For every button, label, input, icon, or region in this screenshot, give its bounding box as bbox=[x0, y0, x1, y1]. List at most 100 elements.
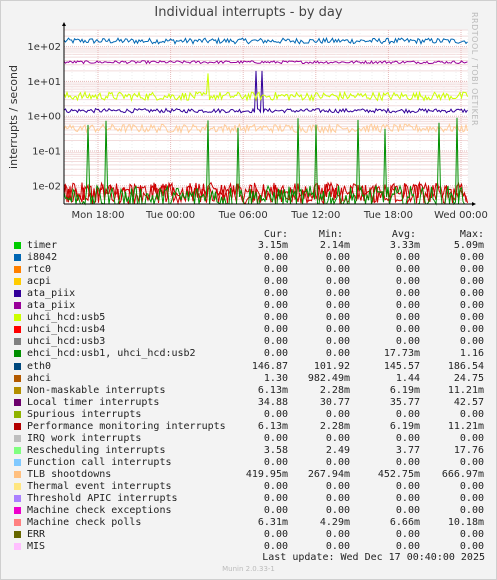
legend-value-min: 0.00 bbox=[325, 348, 350, 360]
legend-value-max: 0.00 bbox=[459, 493, 484, 505]
series-line-7 bbox=[63, 117, 468, 206]
legend-value-avg: 3.33m bbox=[389, 240, 420, 251]
legend-swatch bbox=[14, 495, 21, 503]
legend-value-min: 0.00 bbox=[325, 324, 350, 336]
legend-value-min: 4.29m bbox=[319, 517, 350, 529]
legend-value-max: 0.00 bbox=[459, 300, 484, 312]
legend-value-min: 2.14m bbox=[319, 240, 350, 251]
legend-swatch bbox=[14, 446, 21, 454]
legend-name: Function call interrupts bbox=[27, 456, 172, 468]
legend-name: MIS bbox=[27, 541, 46, 553]
legend-name: acpi bbox=[27, 276, 52, 288]
legend-value-max: 10.18m bbox=[447, 517, 484, 529]
legend-value-avg: 0.00 bbox=[395, 505, 420, 517]
legend-row: eth0 146.87 101.92 145.57 186.54 bbox=[0, 361, 497, 373]
legend-value-max: 0.00 bbox=[459, 529, 484, 541]
legend-row: Machine check polls 6.31m 4.29m 6.66m 10.18m bbox=[0, 517, 497, 529]
legend-name: uhci_hcd:usb5 bbox=[27, 312, 106, 324]
column-header-min: Min: bbox=[318, 229, 343, 240]
legend-value-min: 0.00 bbox=[325, 300, 350, 312]
legend-name: IRQ work interrupts bbox=[27, 432, 142, 444]
legend-name: timer bbox=[27, 240, 58, 251]
legend-value-avg: 0.00 bbox=[395, 288, 420, 300]
legend-value-cur: 146.87 bbox=[251, 360, 288, 372]
legend-swatch bbox=[14, 326, 21, 334]
legend-value-avg: 0.00 bbox=[395, 312, 420, 324]
legend-value-cur: 0.00 bbox=[263, 456, 288, 468]
legend-value-max: 0.00 bbox=[459, 264, 484, 276]
legend-value-avg: 0.00 bbox=[395, 529, 420, 541]
legend-name: TLB shootdowns bbox=[27, 468, 112, 480]
legend-value-min: 982.49m bbox=[307, 372, 350, 384]
legend-swatch bbox=[14, 266, 21, 274]
legend-value-avg: 452.75m bbox=[377, 468, 420, 480]
legend-value-cur: 0.00 bbox=[263, 300, 288, 312]
legend-name: Thermal event interrupts bbox=[27, 481, 172, 492]
legend-value-min: 0.00 bbox=[325, 456, 350, 468]
legend-name: ERR bbox=[27, 529, 46, 541]
legend-value-avg: 0.00 bbox=[395, 456, 420, 468]
rrdtool-credit: RRDTOOL / TOBI OETIKER bbox=[470, 12, 479, 127]
legend-value-avg: 35.77 bbox=[389, 396, 420, 408]
legend-swatch bbox=[14, 314, 21, 322]
legend-value-min: 0.00 bbox=[325, 276, 350, 288]
legend-row: ata_piix 0.00 0.00 0.00 0.00 bbox=[0, 300, 497, 312]
legend-name: rtc0 bbox=[27, 264, 52, 276]
legend-value-max: 0.00 bbox=[459, 252, 484, 264]
legend-value-max: 0.00 bbox=[459, 336, 484, 348]
legend-name: Spurious interrupts bbox=[27, 408, 142, 420]
legend-name: i8042 bbox=[27, 252, 58, 264]
chart-plot: 1e+02 1e+01 1e+00 1e-01 1e-02 Mon 18:00 Tue 00… bbox=[27, 22, 488, 221]
column-header-cur: Cur: bbox=[263, 229, 288, 240]
legend-value-cur: 3.58 bbox=[263, 444, 288, 456]
y-tick-label: 1e-01 bbox=[32, 147, 61, 158]
legend-row: MIS 0.00 0.00 0.00 0.00 bbox=[0, 541, 497, 553]
legend-value-max: 0.00 bbox=[459, 481, 484, 492]
legend-value-cur: 0.00 bbox=[263, 481, 288, 492]
last-update: Last update: Wed Dec 17 00:40:00 2025 bbox=[262, 552, 485, 563]
legend-swatch bbox=[14, 434, 21, 442]
legend-value-cur: 0.00 bbox=[263, 529, 288, 541]
legend-value-min: 0.00 bbox=[325, 481, 350, 492]
legend-value-min: 0.00 bbox=[325, 529, 350, 541]
legend-value-max: 42.57 bbox=[453, 396, 484, 408]
legend-row: uhci_hcd:usb4 0.00 0.00 0.00 0.00 bbox=[0, 324, 497, 336]
column-header-max: Max: bbox=[459, 229, 484, 240]
legend-row: TLB shootdowns 419.95m 267.94m 452.75m 666.9… bbox=[0, 469, 497, 481]
y-axis-arrow bbox=[62, 22, 66, 26]
y-tick-label: 1e+00 bbox=[27, 112, 61, 123]
legend-value-max: 666.97m bbox=[441, 468, 484, 480]
legend-value-max: 1.16 bbox=[459, 348, 484, 360]
legend-value-avg: 0.00 bbox=[395, 300, 420, 312]
legend-row: acpi 0.00 0.00 0.00 0.00 bbox=[0, 276, 497, 288]
legend-row: rtc0 0.00 0.00 0.00 0.00 bbox=[0, 264, 497, 276]
legend-row: Local timer interrupts 34.88 30.77 35.77 42.… bbox=[0, 397, 497, 409]
legend-value-avg: 3.77 bbox=[395, 444, 420, 456]
legend-value-cur: 0.00 bbox=[263, 432, 288, 444]
legend-value-avg: 145.57 bbox=[383, 360, 420, 372]
legend-row: timer 3.15m 2.14m 3.33m 5.09m bbox=[0, 240, 497, 252]
legend-row: uhci_hcd:usb3 0.00 0.00 0.00 0.00 bbox=[0, 336, 497, 348]
legend-value-max: 0.00 bbox=[459, 408, 484, 420]
x-tick-label: Mon 18:00 bbox=[71, 210, 124, 221]
legend-swatch bbox=[14, 519, 21, 527]
legend-value-min: 0.00 bbox=[325, 252, 350, 264]
legend-swatch bbox=[14, 242, 21, 249]
legend-row: Non-maskable interrupts 6.13m 2.28m 6.19m 11… bbox=[0, 385, 497, 397]
legend-row: Function call interrupts 0.00 0.00 0.00 0.00 bbox=[0, 457, 497, 469]
legend-swatch bbox=[14, 254, 21, 262]
legend-swatch bbox=[14, 290, 21, 298]
column-header-avg: Avg: bbox=[391, 229, 416, 240]
legend-value-max: 0.00 bbox=[459, 276, 484, 288]
legend-value-avg: 1.44 bbox=[395, 372, 420, 384]
legend-value-min: 0.00 bbox=[325, 288, 350, 300]
legend-value-cur: 0.00 bbox=[263, 336, 288, 348]
legend-swatch bbox=[14, 507, 21, 515]
legend-name: Local timer interrupts bbox=[27, 396, 160, 408]
munin-version: Munin 2.0.33-1 bbox=[222, 565, 275, 573]
legend-name: eth0 bbox=[27, 360, 52, 372]
legend-value-cur: 419.95m bbox=[245, 468, 288, 480]
legend-value-avg: 6.19m bbox=[389, 384, 420, 396]
legend-value-max: 0.00 bbox=[459, 312, 484, 324]
legend-value-min: 0.00 bbox=[325, 505, 350, 517]
